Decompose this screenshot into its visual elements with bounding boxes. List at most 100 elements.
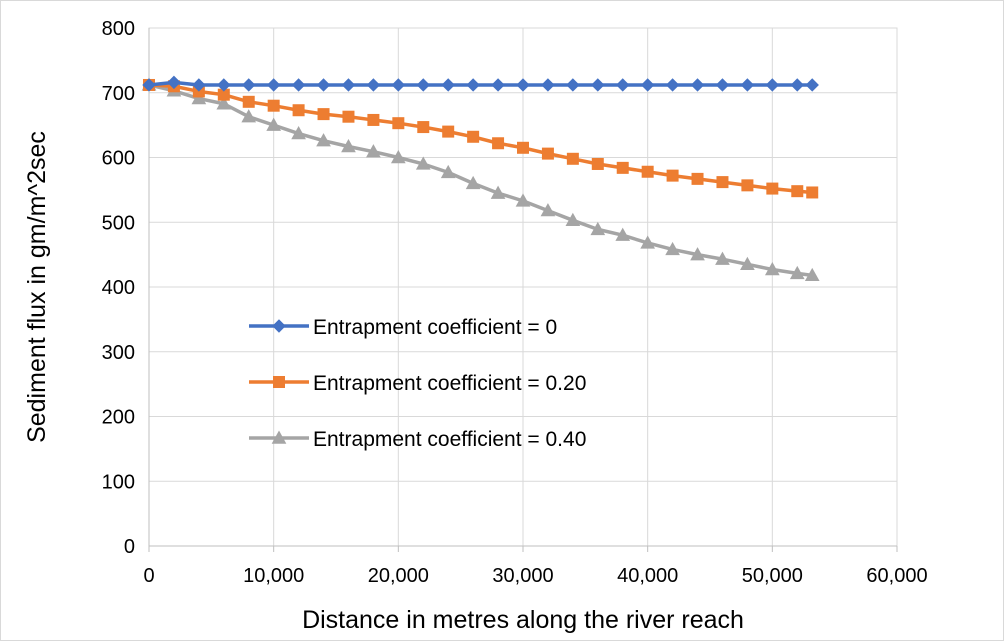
- x-axis-title: Distance in metres along the river reach: [302, 606, 744, 634]
- data-point: [292, 104, 305, 117]
- data-point: [342, 110, 355, 123]
- data-point: [192, 78, 206, 92]
- data-point: [391, 78, 406, 92]
- legend-entry: Entrapment coefficient = 0.40: [249, 428, 586, 451]
- data-point: [591, 78, 605, 92]
- data-point: [467, 130, 480, 143]
- data-point: [316, 133, 331, 147]
- series-3: [141, 77, 820, 282]
- data-point: [491, 78, 505, 92]
- y-tick-label: 400: [102, 277, 135, 299]
- data-point: [566, 78, 580, 92]
- data-point: [616, 78, 630, 92]
- series-2: [143, 78, 819, 199]
- series-line: [148, 80, 813, 87]
- data-point: [366, 78, 381, 92]
- data-point: [566, 152, 579, 165]
- data-point: [442, 125, 455, 138]
- data-point: [765, 78, 780, 92]
- data-point: [740, 256, 755, 271]
- y-tick-label: 600: [102, 148, 135, 170]
- data-point: [492, 137, 505, 150]
- y-tick-label: 100: [102, 471, 135, 493]
- data-point: [766, 182, 779, 195]
- data-point: [341, 78, 356, 92]
- legend-entry: Entrapment coefficient = 0.20: [249, 372, 586, 395]
- data-point: [390, 149, 406, 164]
- data-point: [266, 78, 281, 92]
- data-point: [191, 91, 207, 105]
- legend-swatch-marker: [272, 319, 286, 333]
- data-point: [591, 157, 604, 170]
- x-tick-label: 10,000: [243, 565, 304, 587]
- data-point: [590, 221, 606, 236]
- legend-swatch-marker: [271, 430, 287, 444]
- x-tick-label: 50,000: [742, 565, 803, 587]
- data-point: [217, 78, 231, 92]
- x-tick-label: 40,000: [617, 565, 678, 587]
- data-point: [741, 179, 754, 192]
- tick-labels: 0 100 200 300 400 500 600 700 800 0 10,000 20,000 30…: [102, 18, 928, 587]
- data-point: [715, 78, 730, 92]
- data-point: [142, 78, 156, 92]
- data-point: [466, 78, 480, 92]
- data-series: [141, 75, 820, 282]
- y-axis-title: Sediment flux in gm/m^2sec: [23, 131, 51, 443]
- x-tick-label: 30,000: [492, 565, 553, 587]
- data-point: [565, 212, 581, 227]
- data-point: [615, 227, 631, 241]
- data-point: [267, 99, 280, 112]
- data-point: [216, 96, 232, 110]
- series-line: [148, 83, 813, 278]
- data-point: [441, 78, 455, 92]
- x-tick-label: 20,000: [368, 565, 429, 587]
- data-point: [740, 78, 755, 92]
- data-point: [266, 117, 282, 131]
- y-tick-label: 300: [102, 342, 135, 364]
- series-line: [148, 83, 813, 195]
- data-point: [415, 156, 431, 170]
- legend-label: Entrapment coefficient = 0: [313, 316, 557, 339]
- data-point: [806, 186, 819, 199]
- data-point: [804, 267, 820, 282]
- data-point: [640, 78, 655, 92]
- data-point: [167, 75, 181, 90]
- data-point: [366, 144, 381, 158]
- data-point: [417, 121, 430, 134]
- data-point: [416, 78, 430, 92]
- data-point: [665, 241, 680, 256]
- y-tick-label: 800: [102, 18, 135, 40]
- data-point: [241, 109, 257, 123]
- data-point: [291, 78, 306, 92]
- data-point: [690, 78, 705, 92]
- data-point: [616, 161, 629, 174]
- y-tick-label: 700: [102, 83, 135, 105]
- data-point: [715, 251, 730, 265]
- data-point: [242, 95, 255, 108]
- y-tick-label: 0: [124, 536, 135, 558]
- axes: [148, 28, 898, 552]
- data-point: [541, 78, 555, 92]
- gridlines: [148, 27, 898, 547]
- data-point: [515, 193, 531, 207]
- data-point: [516, 78, 530, 92]
- legend-label: Entrapment coefficient = 0.40: [313, 428, 586, 451]
- data-point: [690, 247, 705, 261]
- y-tick-label: 200: [102, 407, 135, 429]
- y-tick-label: 500: [102, 212, 135, 234]
- data-point: [392, 117, 405, 130]
- legend-swatch-marker: [273, 376, 285, 388]
- data-point: [790, 78, 804, 92]
- x-tick-label: 0: [143, 565, 154, 587]
- data-point: [540, 203, 556, 217]
- legend-label: Entrapment coefficient = 0.20: [313, 372, 586, 395]
- data-point: [517, 141, 529, 154]
- data-point: [805, 78, 819, 92]
- x-tick-label: 60,000: [866, 565, 927, 587]
- data-point: [641, 165, 654, 178]
- data-point: [316, 78, 331, 92]
- series-1: [142, 75, 819, 92]
- data-point: [541, 147, 554, 160]
- data-point: [764, 261, 780, 276]
